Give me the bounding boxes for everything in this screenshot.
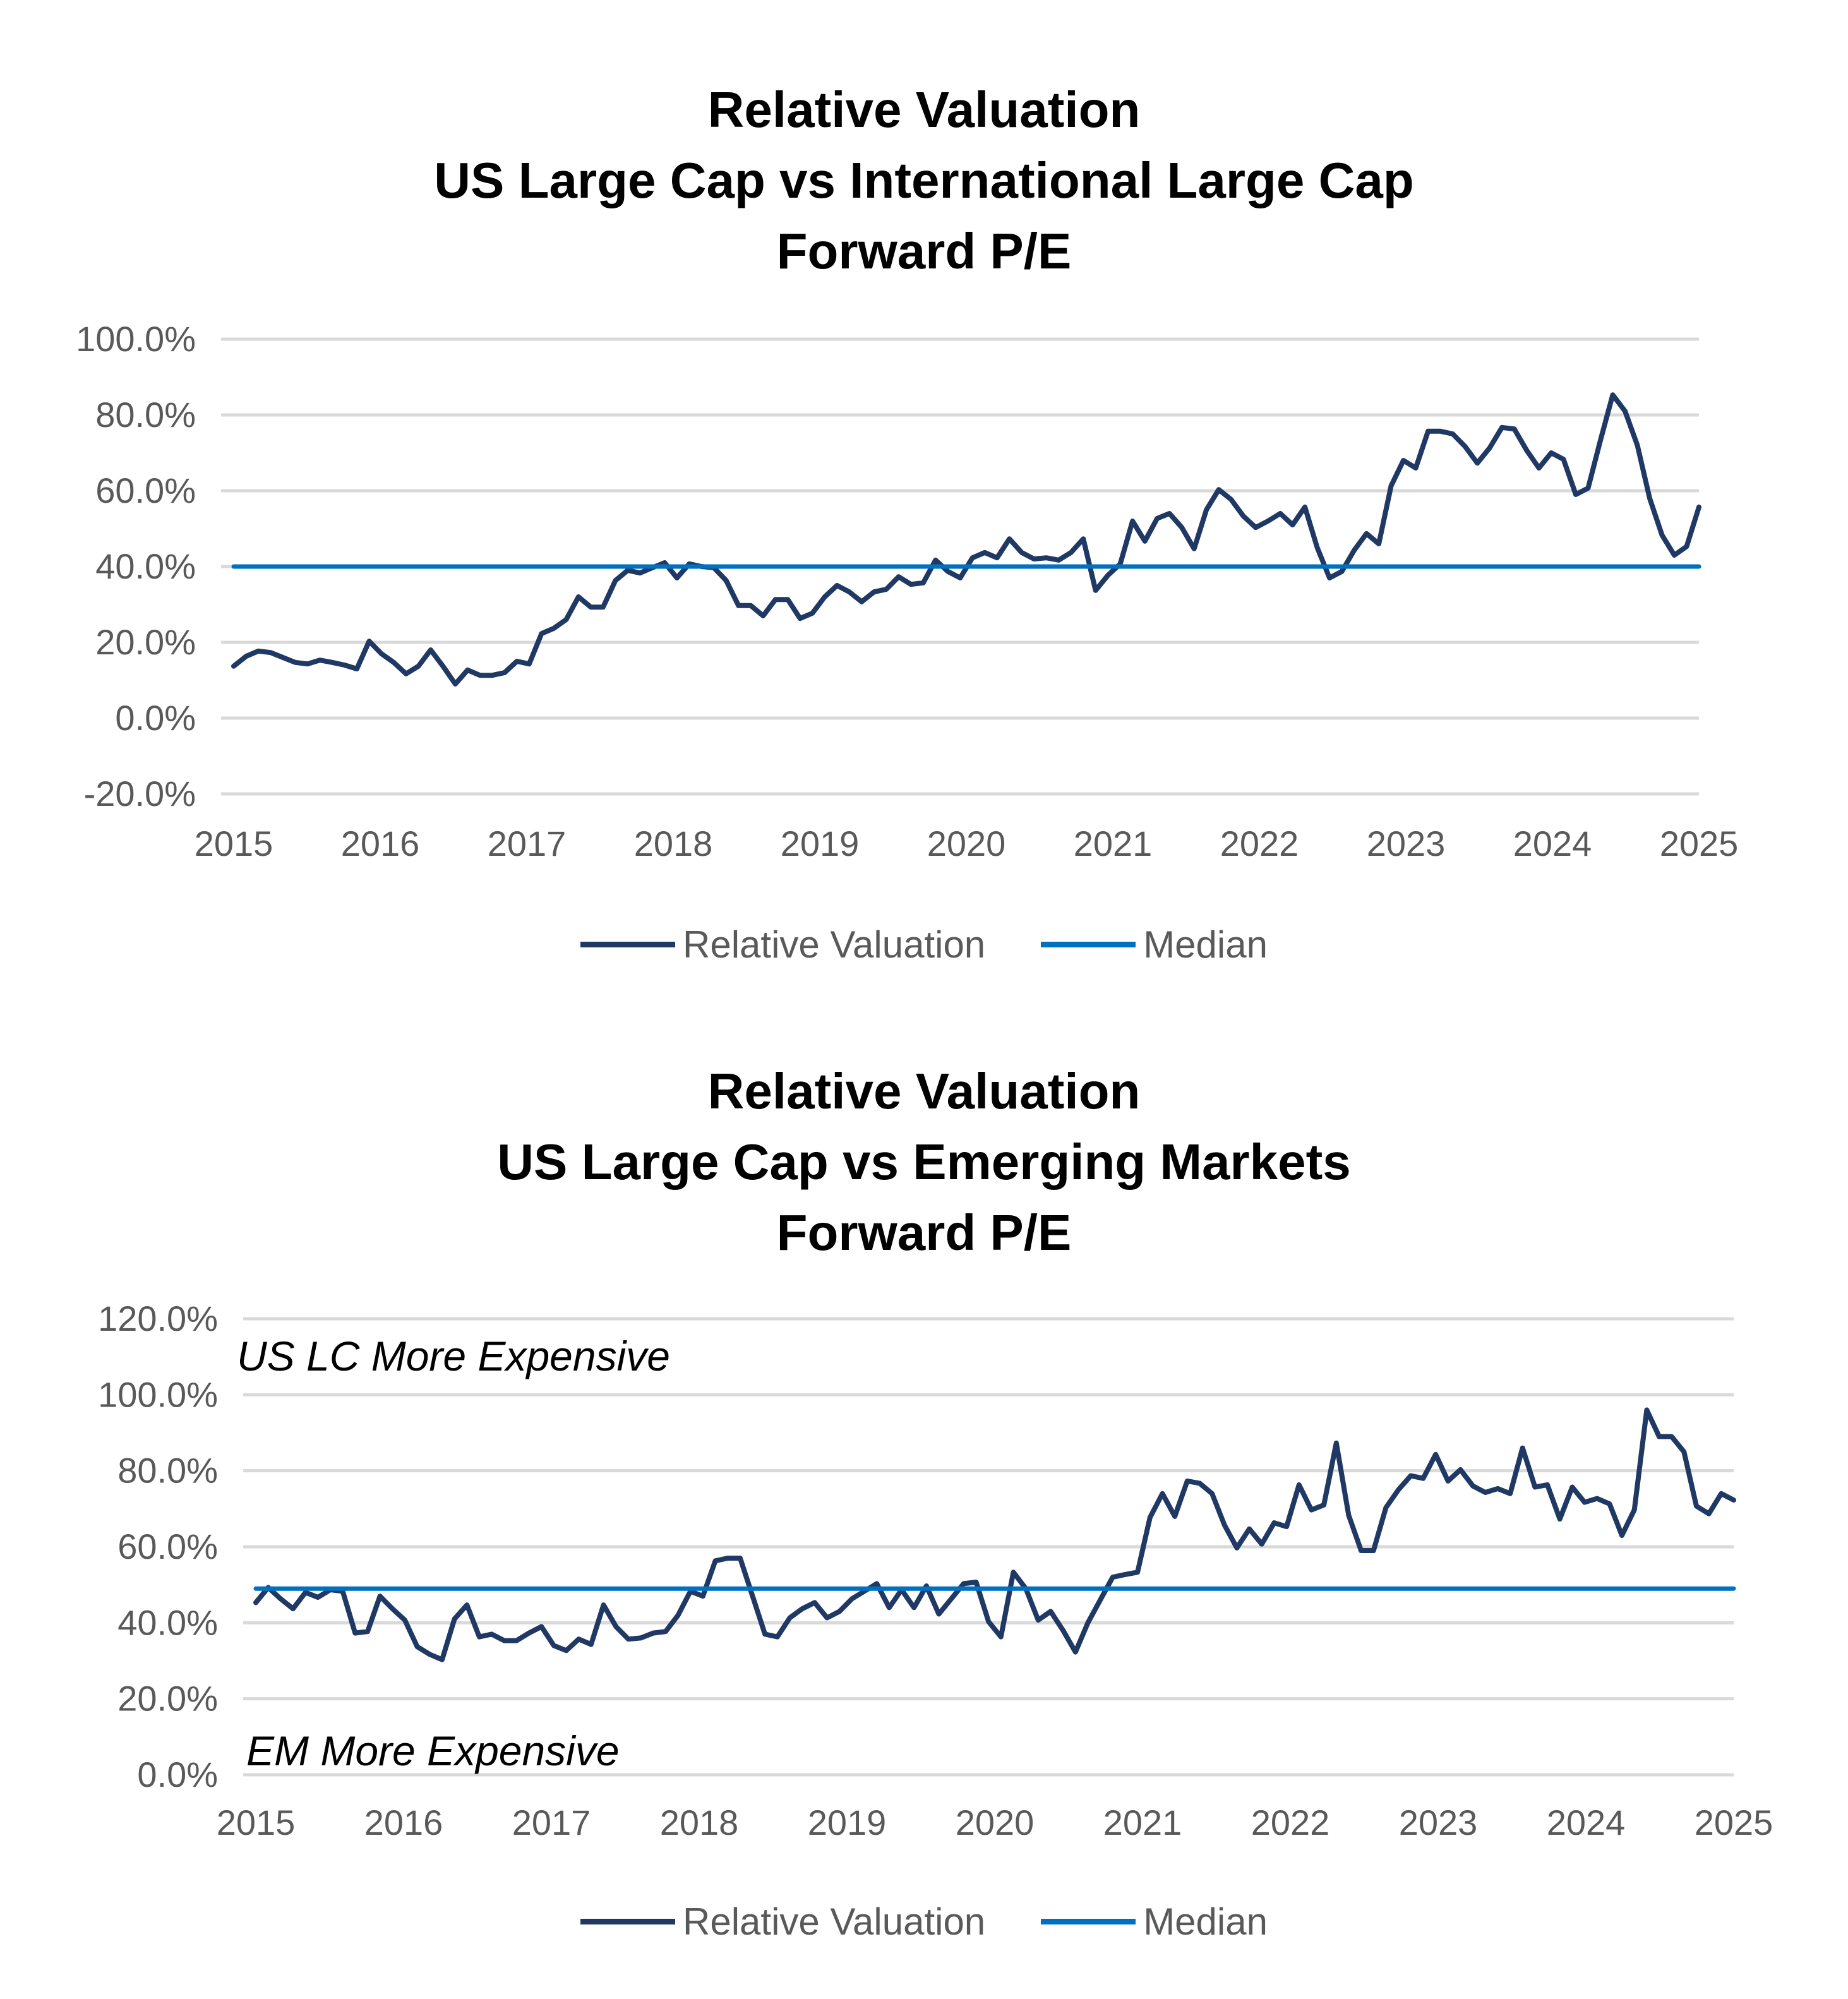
x-tick-label: 2025 bbox=[1660, 824, 1739, 863]
chart-title-line-1: Relative Valuation bbox=[707, 1063, 1141, 1119]
x-tick-label: 2023 bbox=[1399, 1803, 1478, 1842]
chart-title: Relative Valuation US Large Cap vs Inter… bbox=[0, 75, 1848, 287]
x-tick-label: 2015 bbox=[195, 824, 273, 863]
chart-title-line-3: Forward P/E bbox=[776, 1204, 1072, 1261]
y-tick-label: 40.0% bbox=[117, 1602, 218, 1642]
annotation-us-lc-more-expensive: US LC More Expensive bbox=[237, 1333, 670, 1379]
relative-valuation-line bbox=[253, 1407, 1736, 1662]
legend-item-relative-valuation: Relative Valuation bbox=[580, 1900, 985, 1943]
y-tick-label: 120.0% bbox=[98, 1299, 218, 1338]
x-tick-label: 2016 bbox=[364, 1803, 443, 1842]
legend: Relative Valuation Median bbox=[0, 919, 1848, 969]
y-tick-label: -20.0% bbox=[84, 774, 196, 813]
chart-title-line-3: Forward P/E bbox=[776, 223, 1072, 279]
x-tick-label: 2017 bbox=[512, 1803, 591, 1842]
x-tick-label: 2021 bbox=[1103, 1803, 1182, 1842]
y-tick-label: 100.0% bbox=[98, 1374, 218, 1414]
legend-swatch-median bbox=[1041, 1918, 1136, 1924]
y-tick-label: 80.0% bbox=[95, 395, 196, 435]
y-tick-label: 100.0% bbox=[76, 319, 196, 359]
legend-swatch-relative-valuation bbox=[580, 1918, 675, 1924]
y-tick-label: 0.0% bbox=[115, 698, 196, 738]
legend-item-median: Median bbox=[1041, 923, 1268, 966]
y-tick-label: 20.0% bbox=[117, 1679, 218, 1719]
y-tick-label: 0.0% bbox=[137, 1755, 218, 1794]
x-tick-label: 2015 bbox=[217, 1803, 296, 1842]
chart-title-line-1: Relative Valuation bbox=[707, 81, 1141, 138]
legend-item-relative-valuation: Relative Valuation bbox=[580, 923, 985, 966]
x-tick-label: 2016 bbox=[341, 824, 420, 863]
x-tick-label: 2018 bbox=[660, 1803, 739, 1842]
chart-international: Relative Valuation US Large Cap vs Inter… bbox=[0, 0, 1848, 985]
x-tick-label: 2022 bbox=[1251, 1803, 1330, 1842]
x-tick-label: 2022 bbox=[1220, 824, 1299, 863]
legend-label-median: Median bbox=[1143, 1900, 1268, 1943]
chart-title-line-2: US Large Cap vs International Large Cap bbox=[434, 152, 1414, 208]
x-tick-label: 2019 bbox=[781, 824, 860, 863]
annotation-em-more-expensive: EM More Expensive bbox=[246, 1727, 620, 1774]
chart-title: Relative Valuation US Large Cap vs Emerg… bbox=[0, 1056, 1848, 1268]
x-tick-label: 2025 bbox=[1695, 1803, 1773, 1842]
y-tick-label: 60.0% bbox=[117, 1527, 218, 1566]
legend-swatch-median bbox=[1041, 941, 1136, 947]
x-tick-label: 2020 bbox=[927, 824, 1006, 863]
x-tick-label: 2024 bbox=[1513, 824, 1592, 863]
chart-emerging-markets: Relative Valuation US Large Cap vs Emerg… bbox=[0, 985, 1848, 1999]
relative-valuation-line bbox=[231, 392, 1701, 687]
y-tick-label: 20.0% bbox=[95, 622, 196, 662]
legend-label-median: Median bbox=[1143, 923, 1268, 966]
y-tick-label: 80.0% bbox=[117, 1451, 218, 1491]
plot-area: -20.0% 0.0% 20.0% 40.0% 60.0% 80.0% 100.0% 2015… bbox=[76, 319, 1739, 863]
x-tick-label: 2018 bbox=[634, 824, 713, 863]
x-tick-label: 2019 bbox=[808, 1803, 887, 1842]
y-tick-label: 40.0% bbox=[95, 546, 196, 586]
x-tick-label: 2021 bbox=[1074, 824, 1153, 863]
x-tick-label: 2024 bbox=[1547, 1803, 1626, 1842]
y-tick-label: 60.0% bbox=[95, 471, 196, 510]
chart-title-line-2: US Large Cap vs Emerging Markets bbox=[497, 1134, 1351, 1190]
legend-label-relative-valuation: Relative Valuation bbox=[683, 923, 986, 966]
legend-swatch-relative-valuation bbox=[580, 941, 675, 947]
legend: Relative Valuation Median bbox=[0, 1896, 1848, 1947]
x-tick-label: 2020 bbox=[956, 1803, 1035, 1842]
plot-area: 0.0% 20.0% 40.0% 60.0% 80.0% 100.0% 120.0% 2015… bbox=[98, 1299, 1773, 1842]
legend-label-relative-valuation: Relative Valuation bbox=[683, 1900, 986, 1943]
x-tick-label: 2017 bbox=[488, 824, 567, 863]
legend-item-median: Median bbox=[1041, 1900, 1268, 1943]
x-tick-label: 2023 bbox=[1367, 824, 1446, 863]
